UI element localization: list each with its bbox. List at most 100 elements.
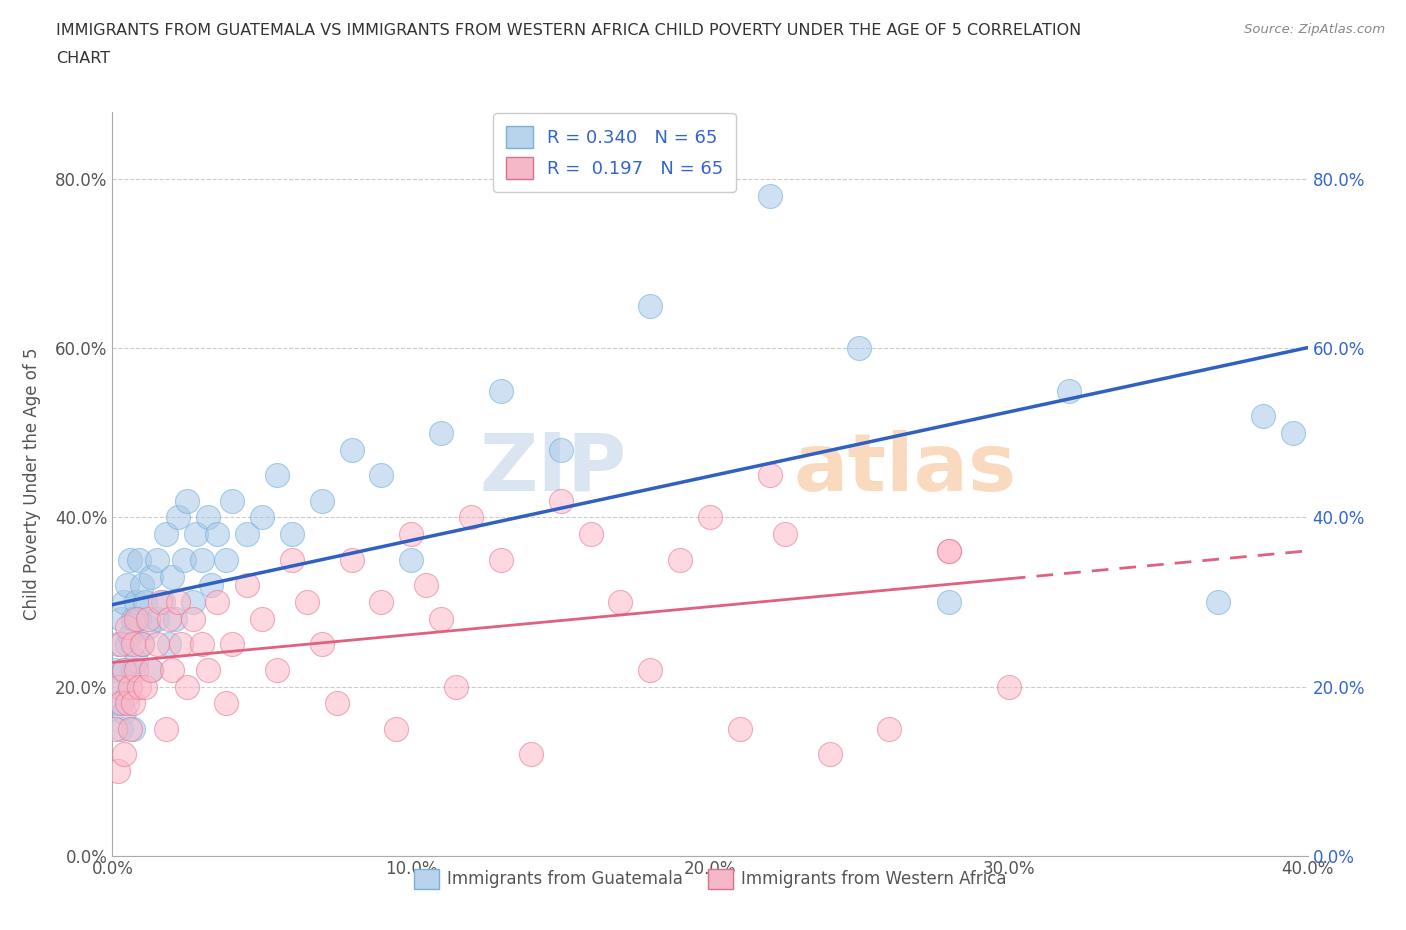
Point xyxy=(107,637,129,652)
Point xyxy=(114,704,135,719)
Point xyxy=(117,620,139,635)
Point xyxy=(122,637,145,652)
Point xyxy=(370,594,392,609)
Point xyxy=(107,679,129,694)
Point xyxy=(848,341,870,356)
Point xyxy=(550,443,572,458)
Point xyxy=(114,747,135,762)
Point xyxy=(146,552,169,567)
Point xyxy=(340,552,363,567)
Y-axis label: Child Poverty Under the Age of 5: Child Poverty Under the Age of 5 xyxy=(24,347,41,620)
Point xyxy=(938,544,960,559)
Point xyxy=(107,764,129,778)
Point xyxy=(104,662,127,677)
Point xyxy=(110,679,132,694)
Point xyxy=(104,722,127,737)
Point xyxy=(122,696,145,711)
Point xyxy=(191,552,214,567)
Point xyxy=(146,637,169,652)
Point xyxy=(340,443,363,458)
Point xyxy=(550,493,572,508)
Point xyxy=(221,493,243,508)
Point xyxy=(152,594,174,609)
Point xyxy=(165,611,187,626)
Point xyxy=(197,662,219,677)
Point xyxy=(162,662,183,677)
Point xyxy=(128,679,150,694)
Point xyxy=(311,637,333,652)
Point xyxy=(281,527,304,542)
Point xyxy=(200,578,222,592)
Point xyxy=(141,662,163,677)
Point xyxy=(520,747,543,762)
Point xyxy=(167,510,190,525)
Point xyxy=(114,594,135,609)
Point xyxy=(131,578,153,592)
Point xyxy=(1057,383,1080,398)
Point xyxy=(138,620,160,635)
Point xyxy=(415,578,437,592)
Point xyxy=(640,299,662,313)
Point xyxy=(266,468,288,483)
Text: ZIP: ZIP xyxy=(479,430,627,508)
Point xyxy=(120,722,142,737)
Point xyxy=(818,747,841,762)
Point xyxy=(938,544,960,559)
Text: atlas: atlas xyxy=(793,430,1017,508)
Point xyxy=(125,662,148,677)
Legend: Immigrants from Guatemala, Immigrants from Western Africa: Immigrants from Guatemala, Immigrants fr… xyxy=(406,862,1014,896)
Point xyxy=(114,662,135,677)
Point xyxy=(122,611,145,626)
Point xyxy=(114,662,135,677)
Point xyxy=(120,679,142,694)
Point xyxy=(125,594,148,609)
Point xyxy=(370,468,392,483)
Point xyxy=(110,611,132,626)
Point xyxy=(157,637,180,652)
Point xyxy=(197,510,219,525)
Point xyxy=(138,611,160,626)
Point xyxy=(759,189,782,204)
Point xyxy=(281,552,304,567)
Point xyxy=(579,527,602,542)
Point xyxy=(266,662,288,677)
Point xyxy=(125,654,148,669)
Point xyxy=(117,696,139,711)
Point xyxy=(1251,408,1274,423)
Point xyxy=(134,594,156,609)
Point xyxy=(141,662,163,677)
Point xyxy=(141,569,163,584)
Point xyxy=(401,527,423,542)
Point xyxy=(1206,594,1229,609)
Point xyxy=(110,696,132,711)
Point xyxy=(759,468,782,483)
Point xyxy=(205,527,228,542)
Point xyxy=(250,510,273,525)
Point xyxy=(444,679,467,694)
Point xyxy=(699,510,721,525)
Point xyxy=(401,552,423,567)
Point xyxy=(134,679,156,694)
Point xyxy=(128,611,150,626)
Point xyxy=(107,696,129,711)
Point xyxy=(122,722,145,737)
Point xyxy=(215,552,238,567)
Point xyxy=(122,662,145,677)
Point xyxy=(1281,425,1303,440)
Point xyxy=(146,611,169,626)
Point xyxy=(879,722,901,737)
Point xyxy=(489,383,512,398)
Point xyxy=(120,552,142,567)
Point xyxy=(236,527,259,542)
Point xyxy=(131,637,153,652)
Text: IMMIGRANTS FROM GUATEMALA VS IMMIGRANTS FROM WESTERN AFRICA CHILD POVERTY UNDER : IMMIGRANTS FROM GUATEMALA VS IMMIGRANTS … xyxy=(56,23,1081,38)
Point xyxy=(176,679,198,694)
Point xyxy=(489,552,512,567)
Point xyxy=(117,578,139,592)
Point xyxy=(385,722,408,737)
Point xyxy=(236,578,259,592)
Point xyxy=(149,594,172,609)
Point xyxy=(120,679,142,694)
Point xyxy=(110,722,132,737)
Point xyxy=(221,637,243,652)
